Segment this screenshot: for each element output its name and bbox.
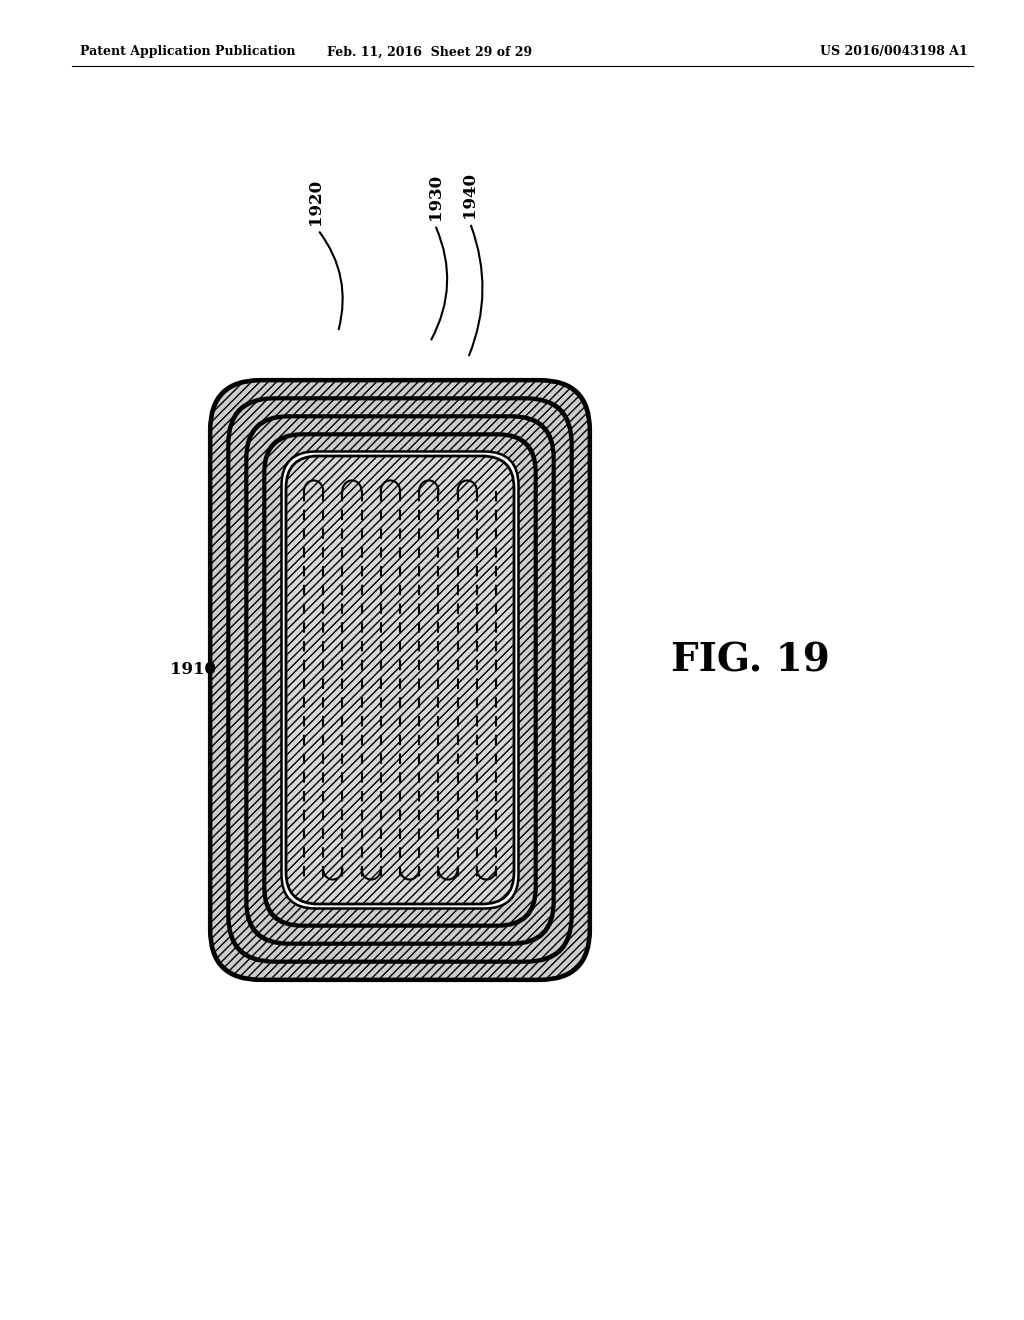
Text: FIG. 19: FIG. 19 [671,642,829,678]
FancyBboxPatch shape [282,451,518,908]
Text: Patent Application Publication: Patent Application Publication [80,45,296,58]
Text: Feb. 11, 2016  Sheet 29 of 29: Feb. 11, 2016 Sheet 29 of 29 [328,45,532,58]
FancyBboxPatch shape [286,455,514,904]
FancyBboxPatch shape [263,433,537,927]
FancyBboxPatch shape [210,380,590,979]
FancyBboxPatch shape [229,399,571,961]
Text: 1910: 1910 [170,661,216,678]
Text: US 2016/0043198 A1: US 2016/0043198 A1 [820,45,968,58]
FancyBboxPatch shape [246,416,555,945]
Text: 1930: 1930 [427,174,443,220]
FancyBboxPatch shape [227,397,572,962]
Text: 1920: 1920 [306,180,324,224]
FancyBboxPatch shape [265,436,535,925]
Text: 1940: 1940 [462,172,478,218]
FancyBboxPatch shape [211,381,589,979]
FancyBboxPatch shape [247,417,553,942]
